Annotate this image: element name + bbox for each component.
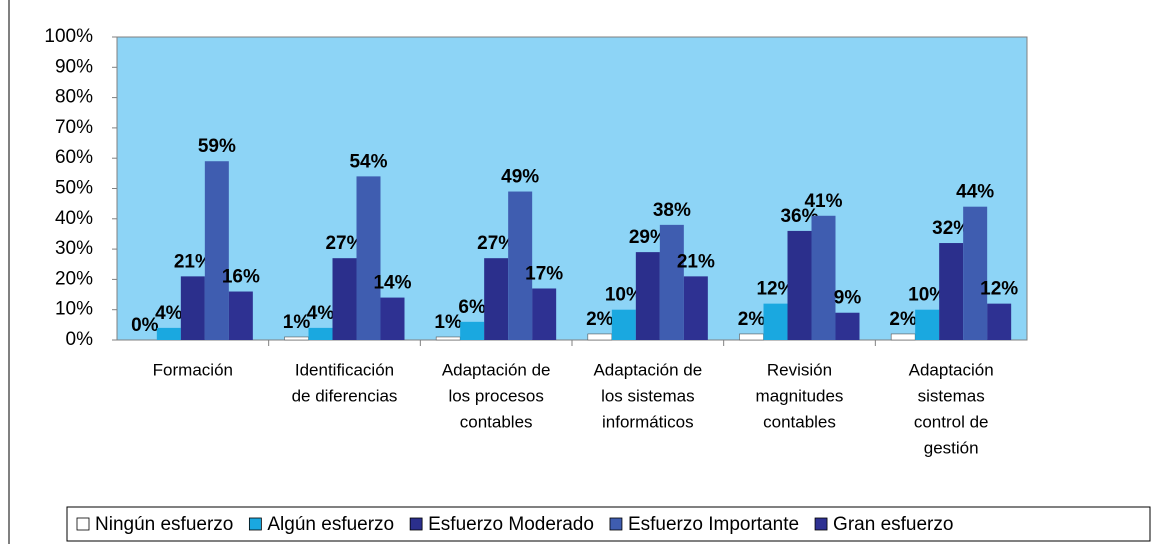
data-label: 2% [889, 309, 917, 330]
x-tick-label: Adaptación de [442, 360, 551, 379]
data-label: 2% [586, 309, 614, 330]
data-label: 14% [373, 273, 411, 294]
bar [435, 336, 461, 341]
x-tick-label: Adaptación de [593, 360, 702, 379]
data-label: 59% [198, 136, 236, 157]
bar [635, 252, 660, 340]
bar [835, 312, 860, 340]
x-tick-label: los procesos [448, 386, 543, 405]
y-tick-label: 90% [55, 56, 93, 77]
bar [508, 191, 533, 340]
bar [915, 309, 940, 340]
bar [380, 297, 405, 340]
legend-label: Gran esfuerzo [833, 514, 953, 535]
data-label: 4% [155, 303, 183, 324]
y-tick-label: 40% [55, 208, 93, 229]
legend-swatch [248, 517, 262, 531]
data-label: 32% [932, 218, 970, 239]
legend-swatch [409, 517, 423, 531]
data-label: 6% [458, 297, 486, 318]
x-tick-label: Formación [153, 360, 233, 379]
bar [683, 276, 708, 340]
bar [204, 161, 229, 340]
bar [963, 206, 988, 340]
legend-label: Ningún esfuerzo [95, 514, 233, 535]
bar [308, 327, 333, 340]
data-label: 4% [307, 303, 335, 324]
bar [356, 176, 381, 340]
y-tick-label: 60% [55, 147, 93, 168]
data-label: 27% [477, 233, 515, 254]
data-label: 2% [738, 309, 766, 330]
data-label: 38% [653, 200, 691, 221]
data-label: 16% [222, 267, 260, 288]
x-tick-label: contables [460, 412, 533, 431]
data-label: 29% [629, 227, 667, 248]
x-tick-label: Revisión [767, 360, 832, 379]
legend-label: Esfuerzo Moderado [428, 514, 594, 535]
x-tick-label: los sistemas [601, 386, 695, 405]
x-tick-label: Identificación [295, 360, 394, 379]
y-tick-label: 100% [44, 26, 93, 47]
legend-swatch [76, 517, 90, 531]
data-label: 21% [174, 251, 212, 272]
x-tick-label: gestión [924, 438, 979, 457]
bar [460, 321, 485, 340]
bar [987, 303, 1012, 340]
data-label: 41% [804, 191, 842, 212]
bar [284, 336, 309, 341]
x-tick-label: informáticos [602, 412, 694, 431]
y-tick-label: 0% [66, 329, 94, 350]
data-label: 54% [349, 151, 387, 172]
data-label: 49% [501, 167, 539, 188]
data-label: 44% [956, 182, 994, 203]
data-label: 0% [131, 315, 159, 336]
x-tick-label: control de [914, 412, 989, 431]
bar [811, 215, 836, 340]
data-label: 17% [525, 264, 563, 285]
bar [890, 333, 916, 341]
bar [532, 288, 557, 340]
x-tick-label: magnitudes [756, 386, 844, 405]
x-tick-label: sistemas [918, 386, 985, 405]
bar [156, 327, 181, 340]
bar [659, 224, 684, 340]
bar [939, 243, 964, 340]
bar [611, 309, 636, 340]
legend-label: Esfuerzo Importante [628, 514, 799, 535]
x-tick-label: de diferencias [292, 386, 398, 405]
bar [228, 291, 253, 340]
legend [66, 506, 1151, 542]
bar [739, 333, 764, 341]
legend-swatch [814, 517, 828, 531]
y-tick-label: 70% [55, 117, 93, 138]
data-label: 1% [434, 312, 462, 333]
y-tick-label: 10% [55, 299, 93, 320]
data-label: 36% [780, 206, 818, 227]
bar [484, 258, 509, 340]
data-label: 9% [834, 288, 862, 309]
plot-area [116, 36, 1028, 341]
x-tick-label: contables [763, 412, 836, 431]
y-tick-label: 30% [55, 238, 93, 259]
data-label: 21% [677, 251, 715, 272]
bar [180, 276, 205, 340]
data-label: 27% [325, 233, 363, 254]
data-label: 10% [605, 285, 643, 306]
bar [787, 230, 812, 340]
data-label: 12% [980, 279, 1018, 300]
x-tick-label: Adaptación [909, 360, 994, 379]
y-tick-label: 50% [55, 178, 93, 199]
y-tick-label: 20% [55, 268, 93, 289]
bar [332, 258, 357, 340]
data-label: 10% [908, 285, 946, 306]
data-label: 12% [756, 279, 794, 300]
y-tick-label: 80% [55, 87, 93, 108]
data-label: 1% [283, 312, 311, 333]
bar [763, 303, 788, 340]
legend-label: Algún esfuerzo [267, 514, 394, 535]
bar [587, 333, 613, 341]
legend-swatch [609, 517, 623, 531]
